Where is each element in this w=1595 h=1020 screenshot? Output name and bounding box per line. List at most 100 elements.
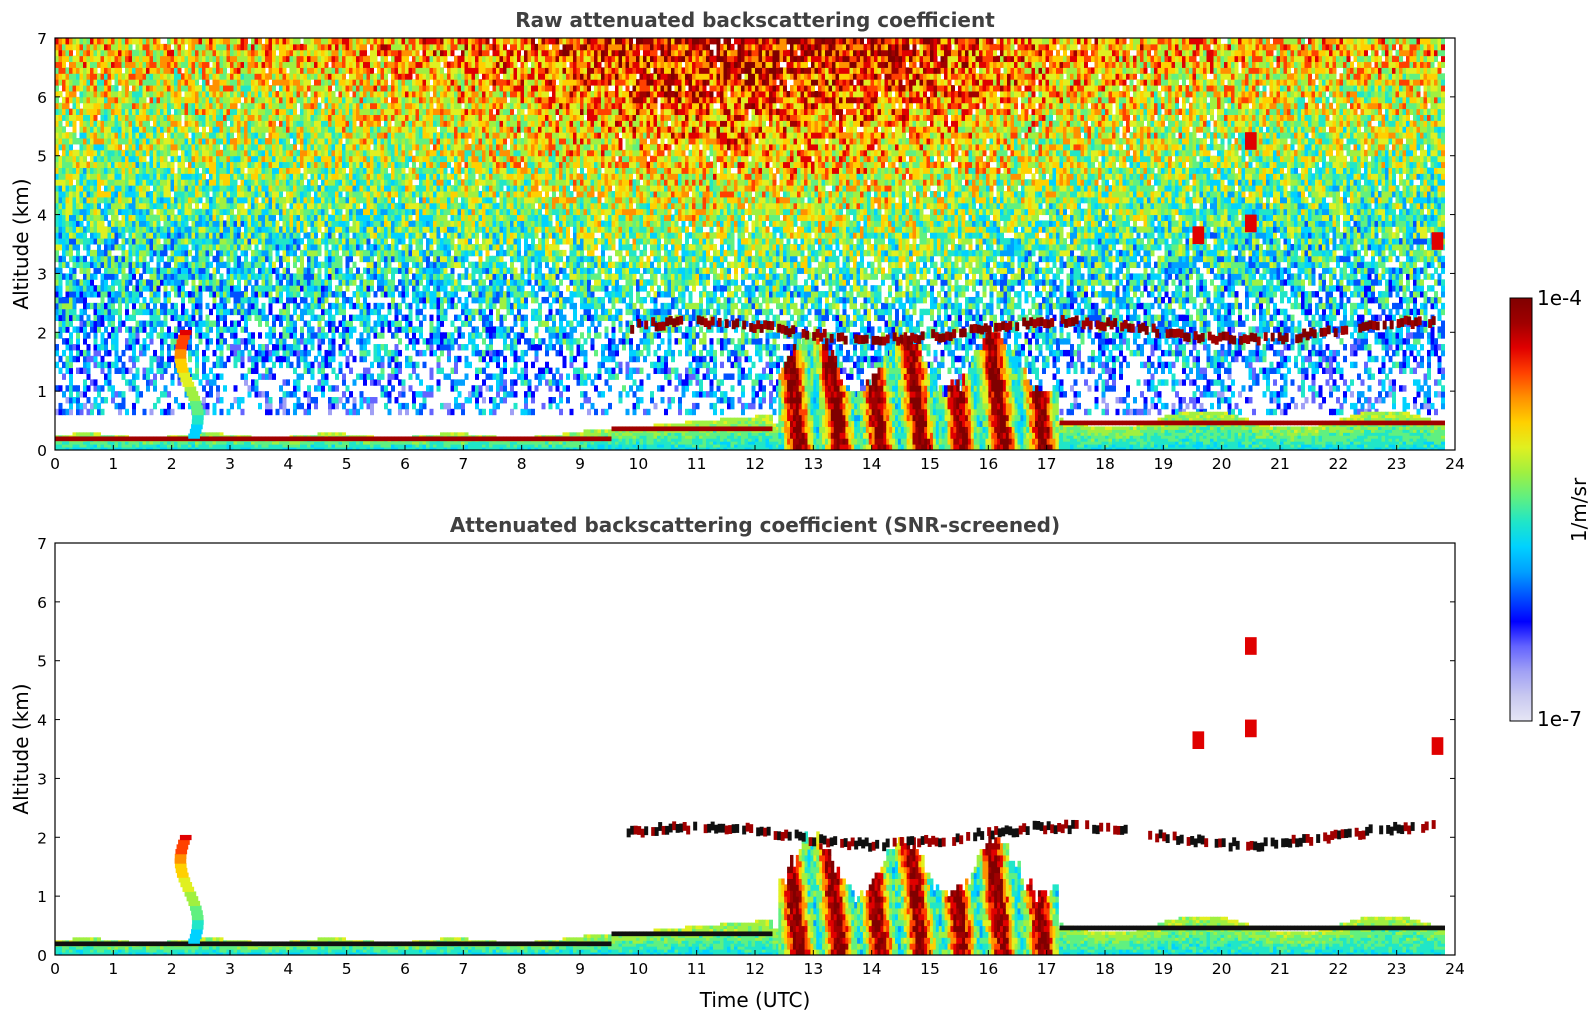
noise-cell [129,356,133,362]
noise-cell [209,103,213,109]
noise-cell [101,362,105,368]
noise-cell [97,326,101,332]
noise-cell [115,344,119,350]
noise-cell [272,373,276,379]
noise-cell [104,67,108,73]
noise-cell [220,97,224,103]
noise-cell [73,56,77,62]
noise-cell [167,56,171,62]
noise-cell [157,356,161,362]
noise-cell [251,150,255,156]
noise-cell [83,103,87,109]
noise-cell [157,179,161,185]
noise-cell [94,215,98,221]
noise-cell [241,50,245,56]
noise-cell [150,132,154,138]
noise-cell [76,115,80,121]
noise-cell [209,109,213,115]
noise-cell [237,209,241,215]
noise-cell [171,156,175,162]
noise-cell [115,368,119,374]
noise-cell [143,144,147,150]
noise-cell [227,309,231,315]
noise-cell [192,279,196,285]
noise-cell [76,97,80,103]
noise-cell [160,85,164,91]
noise-cell [97,315,101,321]
noise-cell [146,226,150,232]
noise-cell [227,356,231,362]
noise-cell [262,291,266,297]
noise-cell [171,373,175,379]
noise-cell [136,179,140,185]
noise-cell [164,85,168,91]
noise-cell [76,350,80,356]
noise-cell [188,67,192,73]
noise-cell [97,232,101,238]
noise-cell [125,191,129,197]
noise-cell [111,150,115,156]
noise-cell [139,91,143,97]
noise-cell [83,38,87,44]
noise-cell [234,362,238,368]
noise-cell [202,238,206,244]
noise-cell [139,279,143,285]
noise-cell [160,79,164,85]
noise-cell [206,73,210,79]
noise-cell [262,309,266,315]
noise-cell [216,362,220,368]
noise-cell [262,268,266,274]
noise-cell [104,191,108,197]
noise-cell [129,338,133,344]
noise-cell [62,244,66,250]
noise-cell [146,279,150,285]
noise-cell [181,279,185,285]
noise-cell [216,191,220,197]
noise-cell [139,309,143,315]
noise-cell [73,356,77,362]
noise-cell [202,273,206,279]
noise-cell [167,173,171,179]
noise-cell [122,238,126,244]
noise-cell [118,120,122,126]
noise-cell [223,203,227,209]
noise-cell [195,203,199,209]
noise-cell [111,344,115,350]
noise-cell [237,79,241,85]
noise-cell [87,97,91,103]
noise-cell [269,197,273,203]
noise-cell [258,126,262,132]
noise-cell [122,185,126,191]
noise-cell [153,220,157,226]
noise-cell [122,397,126,403]
noise-cell [73,173,77,179]
noise-cell [125,338,129,344]
noise-cell [111,44,115,50]
noise-cell [258,179,262,185]
noise-cell [129,297,133,303]
noise-cell [90,262,94,268]
noise-cell [195,291,199,297]
noise-cell [216,73,220,79]
noise-cell [73,162,77,168]
noise-cell [153,126,157,132]
noise-cell [251,215,255,221]
noise-cell [157,291,161,297]
noise-cell [220,191,224,197]
noise-cell [62,250,66,256]
noise-cell [136,150,140,156]
noise-cell [213,256,217,262]
noise-cell [62,67,66,73]
noise-cell [251,132,255,138]
noise-cell [192,285,196,291]
noise-cell [269,279,273,285]
noise-cell [202,97,206,103]
noise-cell [122,126,126,132]
noise-cell [83,268,87,274]
noise-cell [174,62,178,68]
noise-cell [125,285,129,291]
noise-cell [195,215,199,221]
noise-cell [129,50,133,56]
noise-cell [90,38,94,44]
noise-cell [80,109,84,115]
